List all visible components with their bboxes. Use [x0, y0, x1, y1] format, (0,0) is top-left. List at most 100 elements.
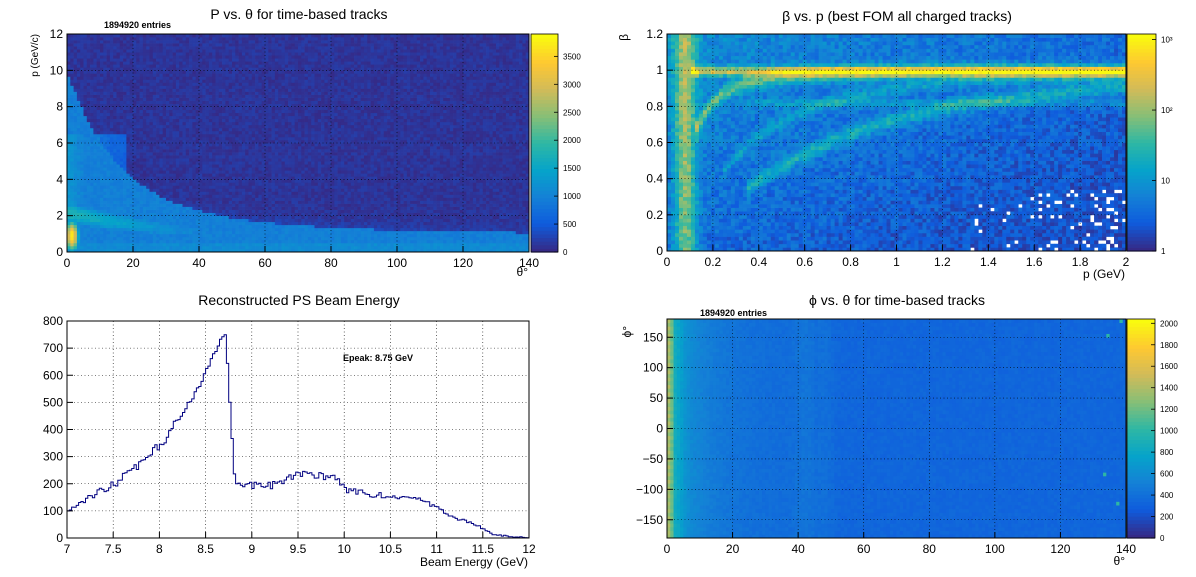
- heatmap-cell: [159, 227, 164, 232]
- heatmap-cell: [106, 118, 111, 123]
- heatmap-cell: [208, 79, 213, 83]
- heatmap-cell: [106, 52, 111, 56]
- heatmap-cell: [195, 109, 200, 114]
- heatmap-cell: [258, 242, 263, 247]
- heatmap-cell: [278, 215, 282, 220]
- heatmap-cell: [182, 194, 187, 198]
- heatmap-cell: [222, 158, 226, 162]
- heatmap-cell: [261, 146, 266, 150]
- heatmap-cell: [76, 194, 81, 198]
- heatmap-cell: [182, 64, 187, 68]
- heatmap-cell: [96, 133, 101, 138]
- heatmap-cell: [245, 248, 249, 253]
- heatmap-cell: [146, 124, 150, 129]
- heatmap-cell: [288, 185, 292, 189]
- heatmap-cell: [235, 236, 239, 241]
- heatmap-cell: [93, 127, 98, 132]
- heatmap-cell: [113, 40, 117, 44]
- heatmap-cell: [274, 236, 279, 241]
- heatmap-cell: [159, 242, 164, 247]
- heatmap-cell: [175, 242, 180, 247]
- heatmap-cell: [179, 133, 183, 138]
- heatmap-cell: [235, 124, 239, 129]
- heatmap-cell: [208, 173, 213, 177]
- heatmap-cell: [90, 161, 94, 165]
- heatmap-cell: [166, 164, 170, 168]
- heatmap-cell: [142, 194, 147, 198]
- heatmap-cell: [86, 40, 91, 44]
- heatmap-cell: [215, 64, 220, 68]
- heatmap-cell: [241, 40, 246, 44]
- heatmap-cell: [208, 200, 213, 204]
- heatmap-cell: [185, 224, 190, 229]
- heatmap-cell: [182, 49, 187, 53]
- heatmap-cell: [179, 224, 183, 229]
- heatmap-cell: [248, 161, 253, 165]
- heatmap-cells: [67, 34, 530, 253]
- heatmap-cell: [288, 136, 292, 141]
- heatmap-cell: [245, 124, 249, 129]
- heatmap-cell: [261, 130, 266, 135]
- heatmap-cell: [109, 218, 114, 223]
- heatmap-cell: [156, 106, 160, 111]
- heatmap-cell: [86, 248, 91, 253]
- heatmap-cell: [96, 49, 101, 53]
- heatmap-cell: [218, 34, 223, 38]
- heatmap-cell: [136, 73, 140, 77]
- heatmap-cell: [86, 209, 91, 213]
- heatmap-cell: [278, 73, 282, 77]
- heatmap-cell: [123, 109, 127, 114]
- heatmap-cell: [192, 49, 197, 53]
- heatmap-cell: [175, 124, 180, 129]
- heatmap-cell: [136, 58, 140, 62]
- heatmap-cell: [268, 136, 272, 141]
- heatmap-cell: [185, 121, 190, 126]
- heatmap-cell: [255, 182, 259, 186]
- heatmap-cell: [156, 127, 160, 132]
- heatmap-cell: [222, 58, 226, 62]
- heatmap-cell: [129, 70, 134, 74]
- heatmap-cell: [175, 64, 180, 68]
- heatmap-cell: [106, 194, 111, 198]
- heatmap-cell: [241, 146, 246, 150]
- heatmap-cell: [139, 224, 144, 229]
- heatmap-cell: [278, 206, 282, 210]
- heatmap-cell: [146, 239, 150, 244]
- heatmap-cell: [189, 200, 193, 204]
- heatmap-cell: [185, 70, 190, 74]
- heatmap-cell: [245, 103, 249, 108]
- heatmap-cell: [142, 82, 147, 86]
- heatmap-cell: [248, 191, 253, 195]
- heatmap-cell: [136, 85, 140, 89]
- heatmap-cell: [195, 173, 200, 177]
- heatmap-cell: [149, 97, 154, 101]
- heatmap-cell: [100, 40, 104, 44]
- heatmap-cell: [261, 37, 266, 41]
- heatmap-cell: [205, 124, 210, 129]
- heatmap-cell: [192, 61, 197, 65]
- heatmap-cell: [271, 118, 276, 123]
- heatmap-cell: [215, 236, 220, 241]
- heatmap-cell: [215, 43, 220, 47]
- heatmap-cell: [281, 130, 286, 135]
- heatmap-cell: [215, 191, 220, 195]
- heatmap-cell: [294, 224, 299, 229]
- heatmap-cell: [202, 173, 206, 177]
- heatmap-cell: [80, 37, 84, 41]
- heatmap-cell: [288, 100, 292, 104]
- heatmap-cell: [255, 67, 259, 71]
- heatmap-cell: [129, 127, 134, 132]
- heatmap-cell: [182, 230, 187, 235]
- heatmap-cell: [278, 173, 282, 177]
- heatmap-cell: [96, 224, 101, 229]
- heatmap-cell: [271, 103, 276, 108]
- heatmap-cell: [274, 158, 279, 162]
- heatmap-cell: [288, 61, 292, 65]
- heatmap-cell: [113, 179, 117, 183]
- heatmap-cell: [228, 158, 233, 162]
- heatmap-cell: [67, 188, 71, 192]
- heatmap-cell: [116, 158, 121, 162]
- heatmap-cell: [215, 197, 220, 201]
- heatmap-cell: [70, 82, 74, 86]
- heatmap-cell: [90, 170, 94, 174]
